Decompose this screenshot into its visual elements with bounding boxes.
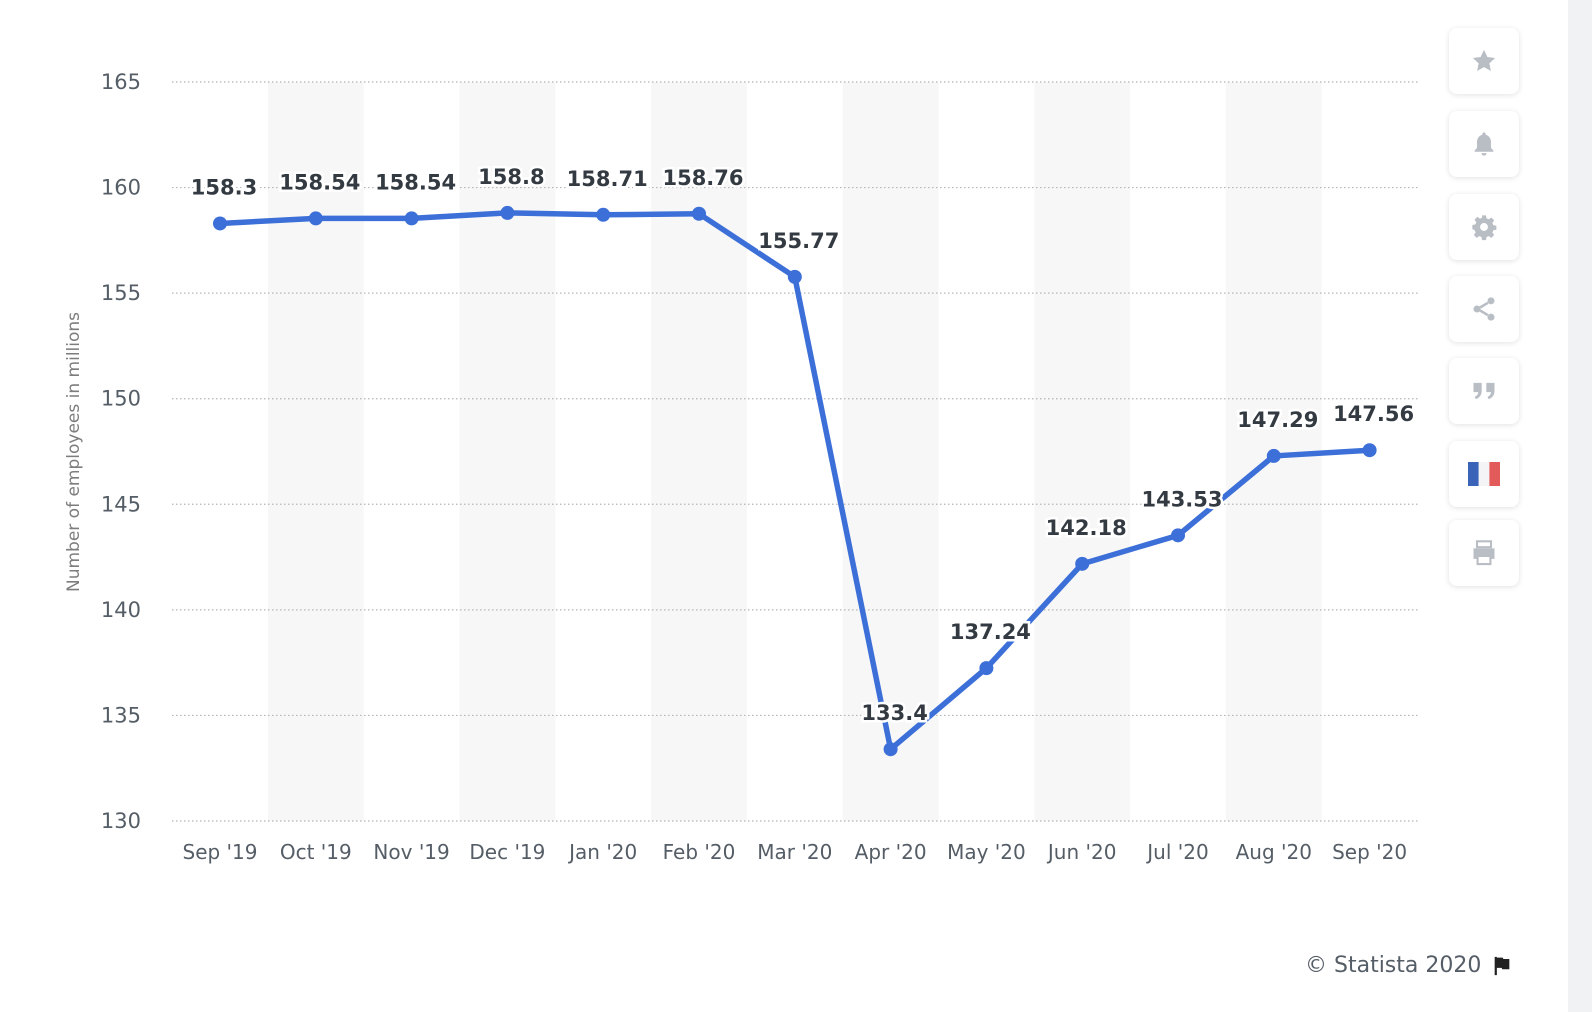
copyright-footer[interactable]: © Statista 2020 [1305,953,1513,978]
line-chart: 130 135 140 145 150 155 160 165 Sep '19 Oct '19 N… [101,70,1420,864]
printer-icon [1473,540,1495,566]
x-tick-label: Sep '20 [1332,840,1407,864]
share-button[interactable] [1449,276,1519,342]
data-label: 158.71 [567,167,648,191]
x-axis-ticks: Sep '19 Oct '19 Nov '19 Dec '19 Jan '20 Feb '… [183,840,1408,864]
x-tick-label: Nov '19 [373,840,449,864]
y-tick-label: 145 [101,492,141,516]
data-point [500,205,515,220]
y-axis-title: Number of employees in millions [64,311,84,593]
column-band [459,82,556,821]
data-point [213,216,227,231]
star-icon [1472,49,1496,72]
x-tick-label: Dec '19 [469,840,545,864]
share-icon [1473,297,1495,321]
print-button[interactable] [1449,520,1519,586]
column-band [651,82,747,821]
y-tick-label: 165 [101,70,141,94]
y-tick-label: 150 [101,387,141,411]
x-tick-label: Apr '20 [855,840,927,864]
data-point [308,211,323,226]
data-point [692,206,706,221]
data-label: 155.77 [758,229,839,253]
y-tick-label: 155 [101,281,141,305]
data-label: 158.76 [662,166,743,190]
data-point [596,207,611,222]
data-label: 143.53 [1141,487,1222,511]
favorite-button[interactable] [1449,28,1519,94]
data-label: 147.56 [1333,402,1414,426]
y-axis-ticks: 130 135 140 145 150 155 160 165 [101,70,141,833]
quote-icon [1473,382,1495,400]
french-flag-icon [1468,462,1500,486]
x-tick-label: Jun '20 [1046,840,1117,864]
data-point [1362,443,1377,458]
x-tick-label: Jul '20 [1145,840,1208,864]
x-tick-label: Oct '19 [280,840,352,864]
x-tick-label: Feb '20 [663,840,736,864]
x-tick-label: Sep '19 [183,840,258,864]
y-tick-label: 130 [101,809,141,833]
data-label: 158.54 [375,170,456,194]
data-label: 137.24 [950,620,1031,644]
data-point [1266,448,1281,463]
column-band [1034,82,1131,821]
data-labels: 158.3 158.54 158.54 158.8 158.71 158.76 155.77… [188,162,1416,727]
x-tick-label: May '20 [947,840,1026,864]
data-label: 158.8 [478,165,544,189]
notification-button[interactable] [1449,111,1519,177]
language-button[interactable] [1449,441,1519,507]
data-point [883,742,898,757]
column-band [267,82,364,821]
data-label: 158.3 [191,175,257,199]
data-point [787,269,802,284]
x-tick-label: Mar '20 [757,840,832,864]
data-label: 142.18 [1046,516,1127,540]
data-label: 147.29 [1237,408,1318,432]
data-point [979,661,994,676]
y-tick-label: 140 [101,598,141,622]
copyright-text: © Statista 2020 [1305,953,1482,978]
x-tick-label: Aug '20 [1236,840,1312,864]
data-label: 158.54 [279,170,360,194]
x-tick-label: Jan '20 [567,840,637,864]
y-tick-label: 160 [101,176,141,200]
data-point [404,211,419,226]
citation-button[interactable] [1449,358,1519,424]
data-point [1075,556,1090,571]
bell-icon [1474,132,1494,156]
flag-icon[interactable] [1491,955,1513,977]
settings-button[interactable] [1449,194,1519,260]
y-tick-label: 135 [101,703,141,727]
gear-icon [1472,215,1497,241]
data-label: 133.4 [861,701,927,725]
data-points [213,205,1377,757]
column-band [842,82,939,821]
data-point [1171,528,1185,543]
